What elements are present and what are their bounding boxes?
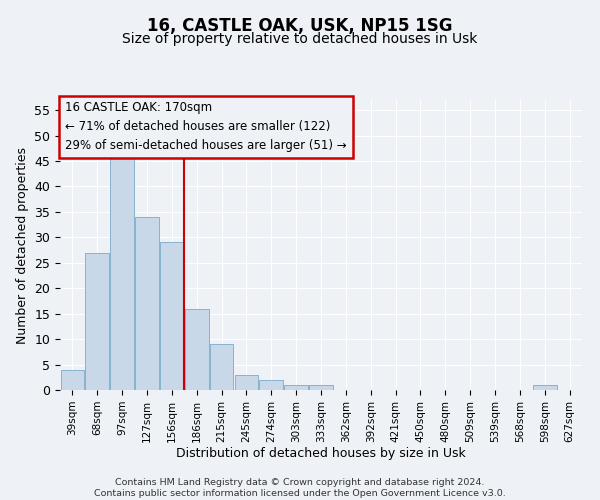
Bar <box>284 385 308 390</box>
Bar <box>160 242 184 390</box>
Bar <box>533 385 557 390</box>
X-axis label: Distribution of detached houses by size in Usk: Distribution of detached houses by size … <box>176 448 466 460</box>
Bar <box>135 217 159 390</box>
Bar <box>235 374 258 390</box>
Bar <box>110 156 134 390</box>
Y-axis label: Number of detached properties: Number of detached properties <box>16 146 29 344</box>
Text: Size of property relative to detached houses in Usk: Size of property relative to detached ho… <box>122 32 478 46</box>
Text: 16, CASTLE OAK, USK, NP15 1SG: 16, CASTLE OAK, USK, NP15 1SG <box>147 18 453 36</box>
Bar <box>259 380 283 390</box>
Bar <box>85 252 109 390</box>
Text: Contains HM Land Registry data © Crown copyright and database right 2024.
Contai: Contains HM Land Registry data © Crown c… <box>94 478 506 498</box>
Bar <box>210 344 233 390</box>
Text: 16 CASTLE OAK: 170sqm
← 71% of detached houses are smaller (122)
29% of semi-det: 16 CASTLE OAK: 170sqm ← 71% of detached … <box>65 102 347 152</box>
Bar <box>309 385 333 390</box>
Bar <box>185 308 209 390</box>
Bar <box>61 370 84 390</box>
